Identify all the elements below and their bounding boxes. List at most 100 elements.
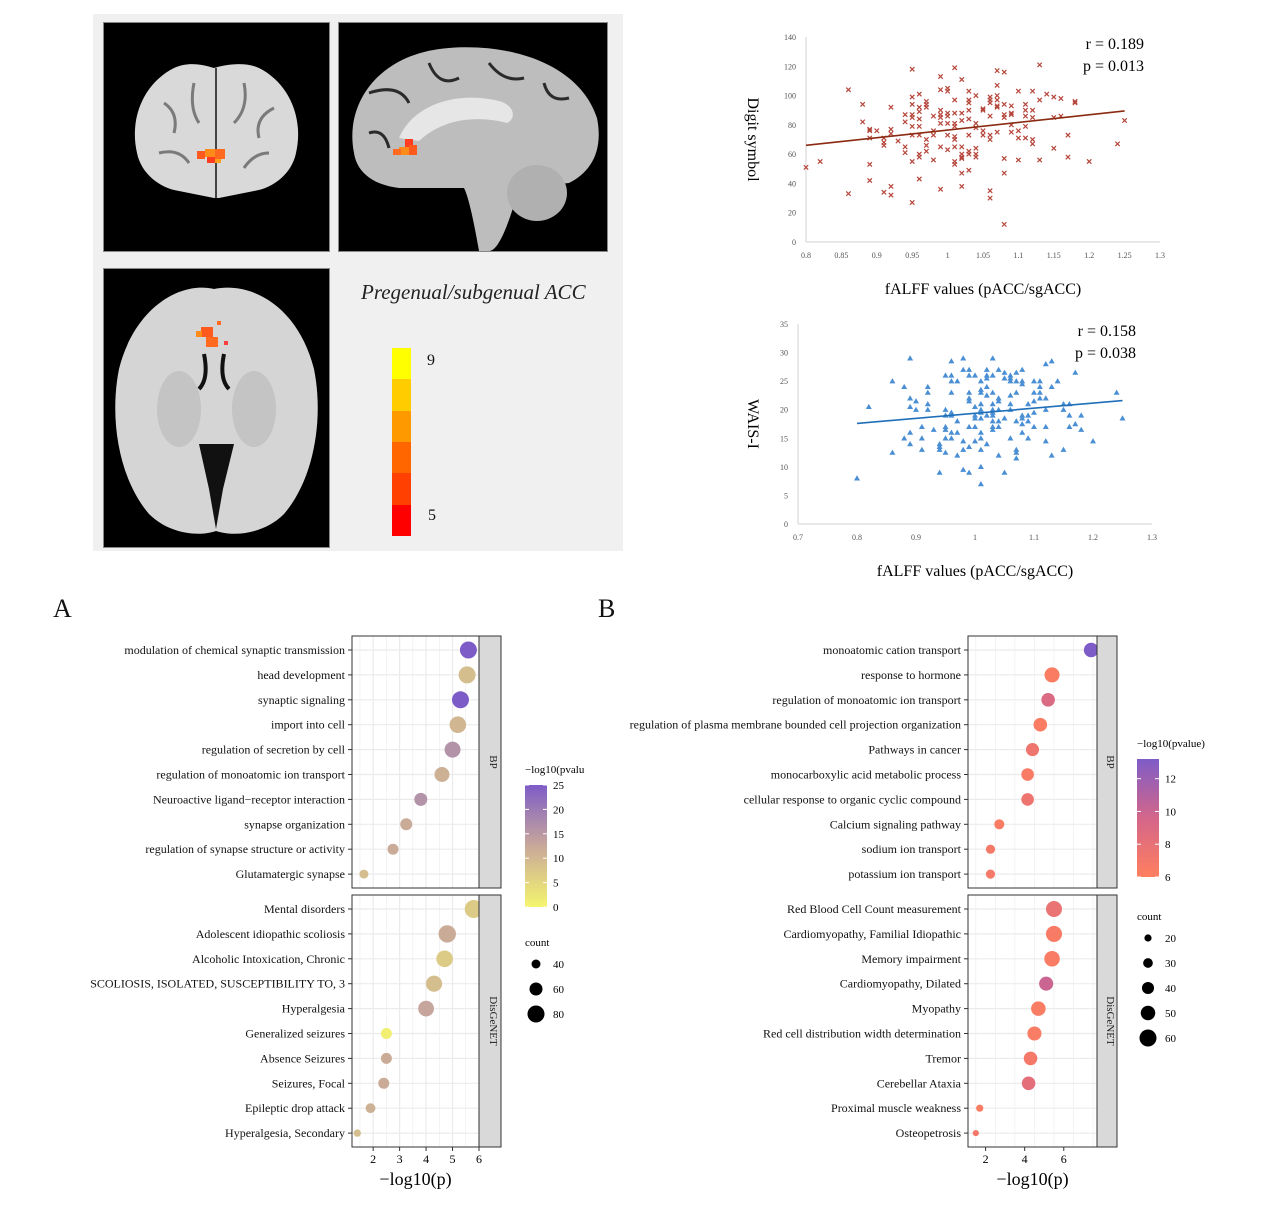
data-point [977,401,984,407]
data-point-stroke [1114,141,1121,147]
data-point [983,383,990,390]
data-point [1008,129,1014,135]
color-legend-bar [525,785,547,907]
data-point-stroke [952,144,958,150]
term-label: sodium ion transport [862,842,962,856]
y-tick-label: 0 [784,520,788,529]
x-tick-label: 0.8 [852,533,862,542]
data-point [942,372,949,378]
data-point [1036,378,1043,384]
facet-strip-label: DisGeNET [1104,996,1116,1046]
data-point [888,104,894,110]
data-point-stroke [959,183,965,189]
data-point-stroke [888,126,894,132]
data-point [1090,438,1096,444]
data-point [937,73,944,80]
data-point [966,151,972,157]
data-point [1054,378,1061,384]
term-dot [1044,951,1060,967]
data-point [1008,110,1014,116]
data-point-stroke [1065,154,1071,160]
y-tick-label: 25 [780,377,788,386]
data-point [916,176,922,182]
term-label: regulation of monoatomic ion transport [156,768,345,782]
data-point [994,103,1000,109]
data-point [977,378,984,384]
term-dot [425,975,443,992]
data-point [952,110,958,116]
data-point [909,94,915,100]
data-point [948,372,955,378]
data-point-stroke [1029,141,1036,147]
data-point [907,395,914,401]
data-point [972,423,978,430]
data-point-stroke [952,97,958,103]
data-point-stroke [959,154,965,160]
data-point [960,366,967,372]
data-point [1007,392,1014,398]
data-point [916,116,922,122]
color-legend-tick-label: 20 [553,804,565,816]
data-point-stroke [860,119,866,125]
data-point [909,101,915,107]
data-point-stroke [1065,132,1071,138]
data-point [1001,221,1007,228]
data-point [942,449,949,455]
data-point [980,106,986,112]
data-point [994,68,1000,74]
term-dot [985,844,996,854]
colorbar-step [392,410,411,442]
term-dot [380,1028,392,1039]
data-point [983,412,990,418]
term-label: Neuroactive ligand−receptor interaction [153,792,345,806]
term-dot [1045,925,1063,942]
size-legend-title: count [525,937,549,949]
data-point [1036,383,1043,390]
data-point [983,392,990,398]
data-point [1013,446,1020,452]
term-label: Proximal muscle weakness [831,1101,961,1115]
y-tick-label: 120 [784,62,796,71]
data-point-stroke [1044,91,1050,97]
term-label: response to hormone [861,668,961,682]
data-point-stroke [937,107,944,113]
data-point [1019,378,1026,384]
data-point [817,158,823,165]
data-point-stroke [987,113,993,119]
size-legend-dot [1141,981,1155,995]
data-point [1060,446,1067,452]
data-point [1022,101,1029,107]
data-point-stroke [1086,158,1092,165]
data-point [966,132,972,138]
trend-line [805,110,1125,147]
data-point [1029,114,1036,121]
data-point [980,132,986,138]
data-point [1060,406,1067,412]
y-tick-label: 20 [788,209,796,218]
x-tick-label: 1.3 [1147,533,1157,542]
size-legend-dot [1144,934,1152,942]
data-point [913,398,919,404]
term-label: Myopathy [912,1002,961,1016]
data-point [916,104,922,110]
data-point-stroke [909,101,915,107]
data-point [1025,412,1032,418]
data-point [1015,157,1022,163]
data-point [966,167,972,173]
data-point-stroke [909,123,915,129]
term-label: Hyperalgesia [282,1002,346,1016]
data-point [1001,155,1007,162]
data-point-stroke [867,126,873,132]
data-point [959,144,965,150]
x-tick-label: 1.1 [1029,533,1039,542]
data-point [867,126,873,132]
data-point-stroke [1029,88,1036,94]
data-point [987,195,993,201]
data-point-stroke [916,116,922,122]
data-point [1019,366,1026,372]
data-point [1048,383,1055,390]
data-point [966,366,973,372]
data-point [907,429,914,435]
data-point [1058,95,1064,102]
data-point [1121,117,1128,124]
